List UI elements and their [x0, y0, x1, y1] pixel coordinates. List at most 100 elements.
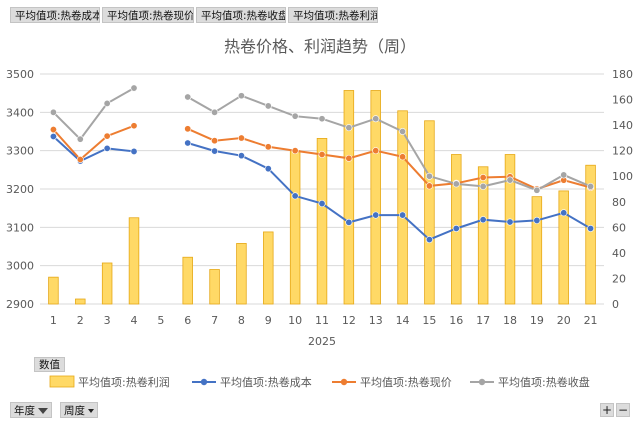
- right-tick-label: 160: [612, 94, 633, 107]
- data-point: [264, 143, 272, 151]
- right-tick-label: 140: [612, 119, 633, 132]
- right-tick-label: 0: [612, 298, 619, 311]
- x-tick-label: 12: [342, 314, 356, 327]
- x-group-label: 2025: [308, 335, 336, 348]
- left-tick-label: 3400: [6, 106, 34, 119]
- x-tick-label: 7: [211, 314, 218, 327]
- legend-label: 平均值项:热卷收盘: [498, 375, 590, 389]
- field-button-price[interactable]: 平均值项:热卷现价: [102, 7, 194, 23]
- x-tick-label: 10: [288, 314, 302, 327]
- bar: [236, 243, 247, 305]
- data-point: [425, 172, 433, 180]
- bar: [343, 90, 355, 305]
- data-point: [345, 154, 353, 162]
- legend-label: 平均值项:热卷成本: [220, 375, 312, 389]
- data-point: [560, 171, 568, 179]
- bar: [316, 137, 328, 305]
- bar: [397, 110, 408, 305]
- legend-swatch: [49, 375, 75, 388]
- series-line: [187, 142, 592, 241]
- bar: [263, 231, 274, 305]
- data-point: [130, 147, 138, 155]
- bar: [585, 164, 596, 305]
- x-tick-label: 13: [369, 314, 383, 327]
- x-tick-label: 14: [396, 314, 410, 327]
- bar: [128, 217, 140, 305]
- data-point: [560, 209, 568, 217]
- data-point: [76, 155, 84, 163]
- left-tick-label: 3200: [6, 183, 34, 196]
- chevron-down-icon[interactable]: [88, 409, 94, 413]
- right-tick-label: 40: [612, 247, 626, 260]
- values-field-button[interactable]: 数值: [34, 357, 65, 372]
- data-point: [506, 218, 514, 226]
- data-point: [479, 216, 487, 224]
- data-point: [533, 216, 541, 224]
- field-button-close[interactable]: 平均值项:热卷收盘: [196, 7, 286, 23]
- x-tick-label: 4: [131, 314, 138, 327]
- x-tick-label: 18: [503, 314, 517, 327]
- left-tick-label: 3300: [6, 145, 34, 158]
- data-point: [264, 102, 272, 110]
- bar: [370, 90, 381, 305]
- axis-field-year[interactable]: 年度: [10, 402, 52, 418]
- x-tick-label: 11: [315, 314, 329, 327]
- bar: [531, 196, 543, 305]
- x-axis-ticks: 1 2 3 4 5 6 7 8 9 10 11 12 13 14 15 16 17 18 19 20 21: [50, 314, 598, 327]
- data-point: [237, 134, 245, 142]
- data-point: [399, 211, 407, 219]
- filter-icon[interactable]: [38, 408, 48, 414]
- axis-field-week-label: 周度: [64, 405, 85, 417]
- left-axis-ticks: 2900 3000 3100 3200 3300 3400 3500: [6, 68, 34, 311]
- data-point: [452, 180, 460, 188]
- series-line: [52, 87, 135, 141]
- right-axis-ticks: 0 20 40 60 80 100 120 140 160 180: [612, 68, 633, 311]
- series-line: [187, 127, 591, 191]
- bar: [558, 190, 569, 305]
- expand-button[interactable]: +: [600, 403, 614, 417]
- data-point: [533, 186, 541, 194]
- series-line: [52, 135, 135, 163]
- collapse-button[interactable]: −: [616, 403, 630, 417]
- data-point: [103, 144, 111, 152]
- bar: [48, 276, 59, 305]
- bar: [289, 150, 301, 305]
- data-point: [452, 224, 460, 232]
- left-tick-label: 2900: [6, 298, 34, 311]
- legend-marker: [340, 378, 348, 386]
- series-line: [52, 124, 135, 161]
- data-point: [103, 132, 111, 140]
- bar: [424, 120, 435, 305]
- data-point: [103, 99, 111, 107]
- data-point: [291, 147, 299, 155]
- axis-field-year-label: 年度: [14, 405, 35, 417]
- chart-title: 热卷价格、利润趋势（周）: [224, 37, 416, 56]
- data-point: [318, 151, 326, 159]
- axis-field-week[interactable]: 周度: [60, 402, 98, 418]
- data-point: [587, 224, 595, 232]
- field-button-profit[interactable]: 平均值项:热卷利润: [288, 7, 378, 23]
- data-point: [425, 182, 433, 190]
- data-point: [184, 93, 192, 101]
- data-point: [184, 139, 192, 147]
- data-point: [399, 153, 407, 161]
- data-point: [479, 174, 487, 182]
- data-point: [264, 165, 272, 173]
- data-point: [318, 200, 326, 208]
- x-tick-label: 15: [422, 314, 436, 327]
- legend: 平均值项:热卷利润 平均值项:热卷成本 平均值项:热卷现价 平均值项:热卷收盘: [49, 375, 590, 389]
- x-tick-label: 17: [476, 314, 490, 327]
- field-button-cost[interactable]: 平均值项:热卷成本: [10, 7, 100, 23]
- data-point: [587, 182, 595, 190]
- x-tick-label: 21: [584, 314, 598, 327]
- data-point: [479, 182, 487, 190]
- right-tick-label: 180: [612, 68, 633, 81]
- left-tick-label: 3100: [6, 221, 34, 234]
- data-point: [291, 112, 299, 120]
- right-tick-label: 120: [612, 145, 633, 158]
- bar: [75, 298, 86, 305]
- left-tick-label: 3500: [6, 68, 34, 81]
- line-series: [49, 84, 595, 244]
- data-point: [184, 125, 192, 133]
